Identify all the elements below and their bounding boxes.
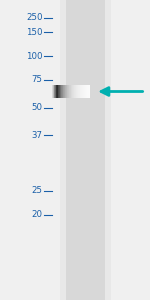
Text: 150: 150 (26, 28, 43, 37)
Bar (60, 0, 111, 300)
Text: 20: 20 (32, 210, 43, 219)
Text: 50: 50 (32, 103, 43, 112)
Text: 25: 25 (32, 186, 43, 195)
Text: 100: 100 (26, 52, 43, 61)
Text: 250: 250 (26, 14, 43, 22)
Text: 37: 37 (32, 130, 43, 140)
Text: 75: 75 (32, 75, 43, 84)
Bar (66, 0, 105, 300)
